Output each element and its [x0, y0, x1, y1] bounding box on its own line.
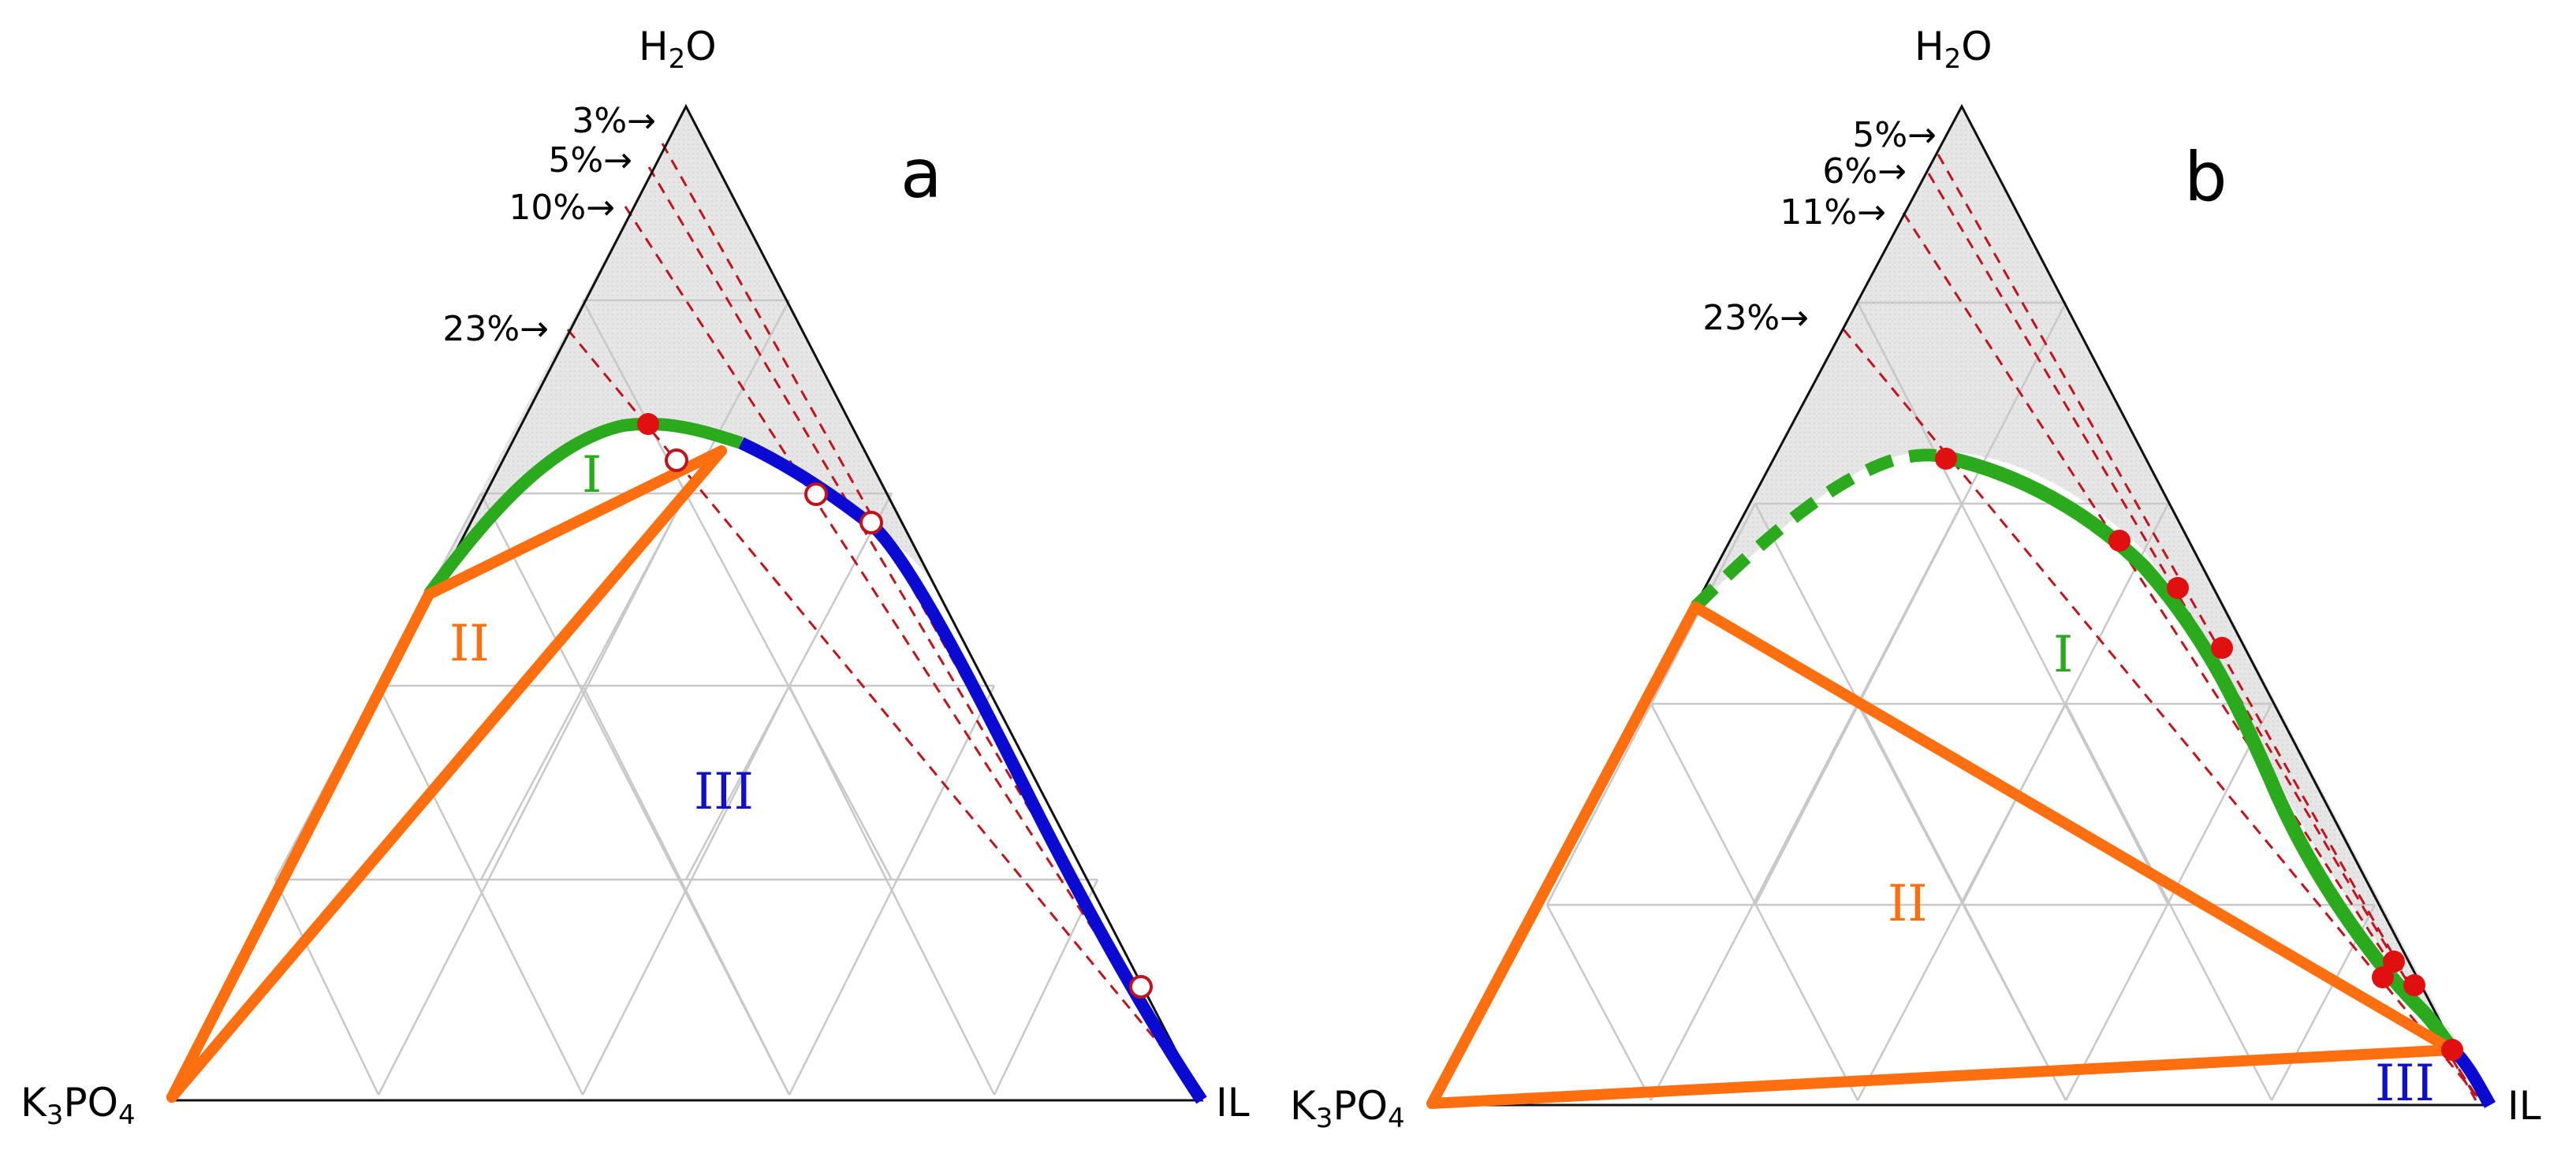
shaded-region-a — [429, 106, 938, 590]
region-label-a-I: I — [582, 446, 602, 504]
vertex-left-a: K3PO4 — [21, 1080, 136, 1131]
panel-b: b H2O K3PO4 IL 5%→ 6%→ 11%→ 23%→ I II II… — [1290, 24, 2541, 1134]
percent-mark-a-4: 23%→ — [442, 309, 549, 349]
binodal-dashed-b — [1691, 448, 1946, 612]
vertex-right-b: IL — [2507, 1083, 2541, 1129]
percent-mark-a-2: 5%→ — [548, 140, 632, 180]
vertex-top-b: H2O — [1914, 24, 1993, 75]
orange-ties-b — [1426, 601, 2458, 1109]
binodal-blue-a — [738, 437, 1207, 1104]
region-label-a-II: II — [449, 615, 490, 673]
grid-a — [274, 299, 1099, 1096]
critical-point-a — [637, 413, 659, 435]
open-points-a — [665, 448, 1153, 999]
panel-a: a H2O K3PO4 IL 3%→ 5%→ 10%→ 23%→ I II II… — [21, 24, 1250, 1131]
percent-mark-a-3: 10%→ — [509, 188, 615, 228]
vertex-right-a: IL — [1216, 1080, 1250, 1126]
orange-ties-a — [166, 445, 727, 1103]
percent-mark-b-2: 6%→ — [1822, 151, 1907, 192]
binodal-green-a — [423, 417, 744, 598]
binodal-green-b — [1943, 450, 2461, 1058]
grid-b — [1545, 301, 2377, 1101]
region-label-b-III: III — [2375, 1055, 2435, 1113]
points-b — [1935, 448, 2463, 1061]
percent-mark-a-1: 3%→ — [572, 101, 656, 141]
percent-mark-b-4: 23%→ — [1702, 298, 1809, 338]
shaded-region-b — [1695, 106, 2484, 1097]
panel-letter-b: b — [2184, 138, 2227, 217]
vertex-top-a: H2O — [639, 24, 717, 75]
region-label-a-III: III — [694, 763, 754, 821]
region-label-b-I: I — [2053, 626, 2073, 684]
percent-mark-b-1: 5%→ — [1852, 115, 1937, 155]
panel-letter-a: a — [900, 135, 942, 214]
vertex-left-b: K3PO4 — [1290, 1083, 1405, 1134]
percent-mark-b-3: 11%→ — [1780, 192, 1886, 233]
region-label-b-II: II — [1888, 875, 1928, 933]
